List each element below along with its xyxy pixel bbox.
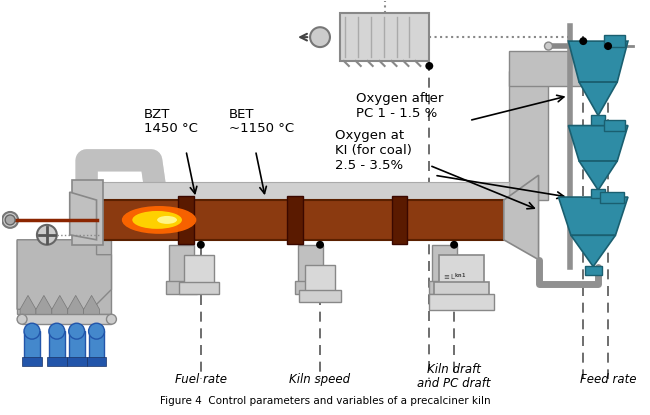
Polygon shape <box>571 235 616 266</box>
Bar <box>184 255 214 284</box>
Circle shape <box>5 215 15 225</box>
Bar <box>169 245 194 284</box>
Circle shape <box>545 42 552 50</box>
Bar <box>600 191 625 203</box>
Bar <box>295 281 326 294</box>
Polygon shape <box>52 295 68 315</box>
Circle shape <box>579 37 587 45</box>
Polygon shape <box>20 295 36 315</box>
Bar <box>439 255 484 284</box>
Text: Oxygen after
PC 1 - 1.5 %: Oxygen after PC 1 - 1.5 % <box>356 92 443 120</box>
Circle shape <box>17 314 27 324</box>
Bar <box>591 115 605 124</box>
Ellipse shape <box>133 211 182 229</box>
Polygon shape <box>68 295 84 315</box>
Circle shape <box>425 62 434 70</box>
Polygon shape <box>579 82 617 116</box>
Bar <box>391 196 408 244</box>
Text: BZT: BZT <box>144 107 170 121</box>
Bar <box>22 357 42 366</box>
Bar <box>88 331 105 359</box>
Bar <box>585 266 601 275</box>
Polygon shape <box>568 41 628 82</box>
Circle shape <box>604 42 612 50</box>
Bar <box>429 294 494 310</box>
Circle shape <box>24 323 40 339</box>
Bar <box>24 331 40 359</box>
Polygon shape <box>36 295 52 315</box>
Polygon shape <box>84 295 99 315</box>
Bar <box>604 35 625 47</box>
Bar <box>432 245 457 284</box>
Text: $\equiv$L$\mathbf{^{kn1}}$: $\equiv$L$\mathbf{^{kn1}}$ <box>442 272 466 283</box>
Bar <box>287 196 303 244</box>
Bar <box>47 357 67 366</box>
Bar <box>340 13 429 61</box>
Text: Figure 4  Control parameters and variables of a precalciner kiln: Figure 4 Control parameters and variable… <box>160 395 490 406</box>
Circle shape <box>49 323 65 339</box>
Polygon shape <box>579 161 617 190</box>
Bar <box>67 357 86 366</box>
Bar <box>591 190 605 198</box>
Bar <box>429 281 460 294</box>
Bar <box>298 245 323 284</box>
Bar <box>86 357 107 366</box>
Text: ~1150 °C: ~1150 °C <box>229 122 294 135</box>
Circle shape <box>107 314 116 324</box>
Text: BET: BET <box>229 107 254 121</box>
Bar <box>305 265 335 294</box>
Bar <box>509 51 608 86</box>
Circle shape <box>310 27 330 47</box>
Text: Kiln draft: Kiln draft <box>427 363 481 376</box>
Bar <box>92 202 514 238</box>
Polygon shape <box>504 175 539 260</box>
Bar <box>94 182 509 200</box>
Bar <box>17 240 111 314</box>
Polygon shape <box>568 126 628 161</box>
Polygon shape <box>558 197 628 235</box>
Text: 1450 °C: 1450 °C <box>144 122 198 135</box>
Bar <box>179 283 218 294</box>
Bar <box>299 290 341 303</box>
Bar <box>604 120 625 131</box>
Bar <box>49 331 65 359</box>
Bar <box>72 180 103 245</box>
Ellipse shape <box>157 216 177 224</box>
Circle shape <box>37 225 57 245</box>
Circle shape <box>197 241 205 249</box>
Circle shape <box>88 323 105 339</box>
Text: Fuel rate: Fuel rate <box>175 373 227 386</box>
Text: Kiln speed: Kiln speed <box>289 373 350 386</box>
Ellipse shape <box>122 206 196 234</box>
Polygon shape <box>70 192 97 240</box>
Polygon shape <box>17 240 111 309</box>
Bar <box>22 314 111 324</box>
Text: Feed rate: Feed rate <box>580 373 636 386</box>
Text: Oxygen at
KI (for coal)
2.5 - 3.5%: Oxygen at KI (for coal) 2.5 - 3.5% <box>335 129 412 172</box>
Text: and PC draft: and PC draft <box>417 377 491 390</box>
Bar <box>178 196 194 244</box>
Bar <box>434 283 489 296</box>
Bar <box>166 281 197 294</box>
Circle shape <box>2 212 18 228</box>
Bar <box>69 331 84 359</box>
Circle shape <box>450 241 458 249</box>
Bar <box>97 200 509 240</box>
Circle shape <box>316 241 324 249</box>
Circle shape <box>69 323 84 339</box>
Bar <box>509 71 549 200</box>
